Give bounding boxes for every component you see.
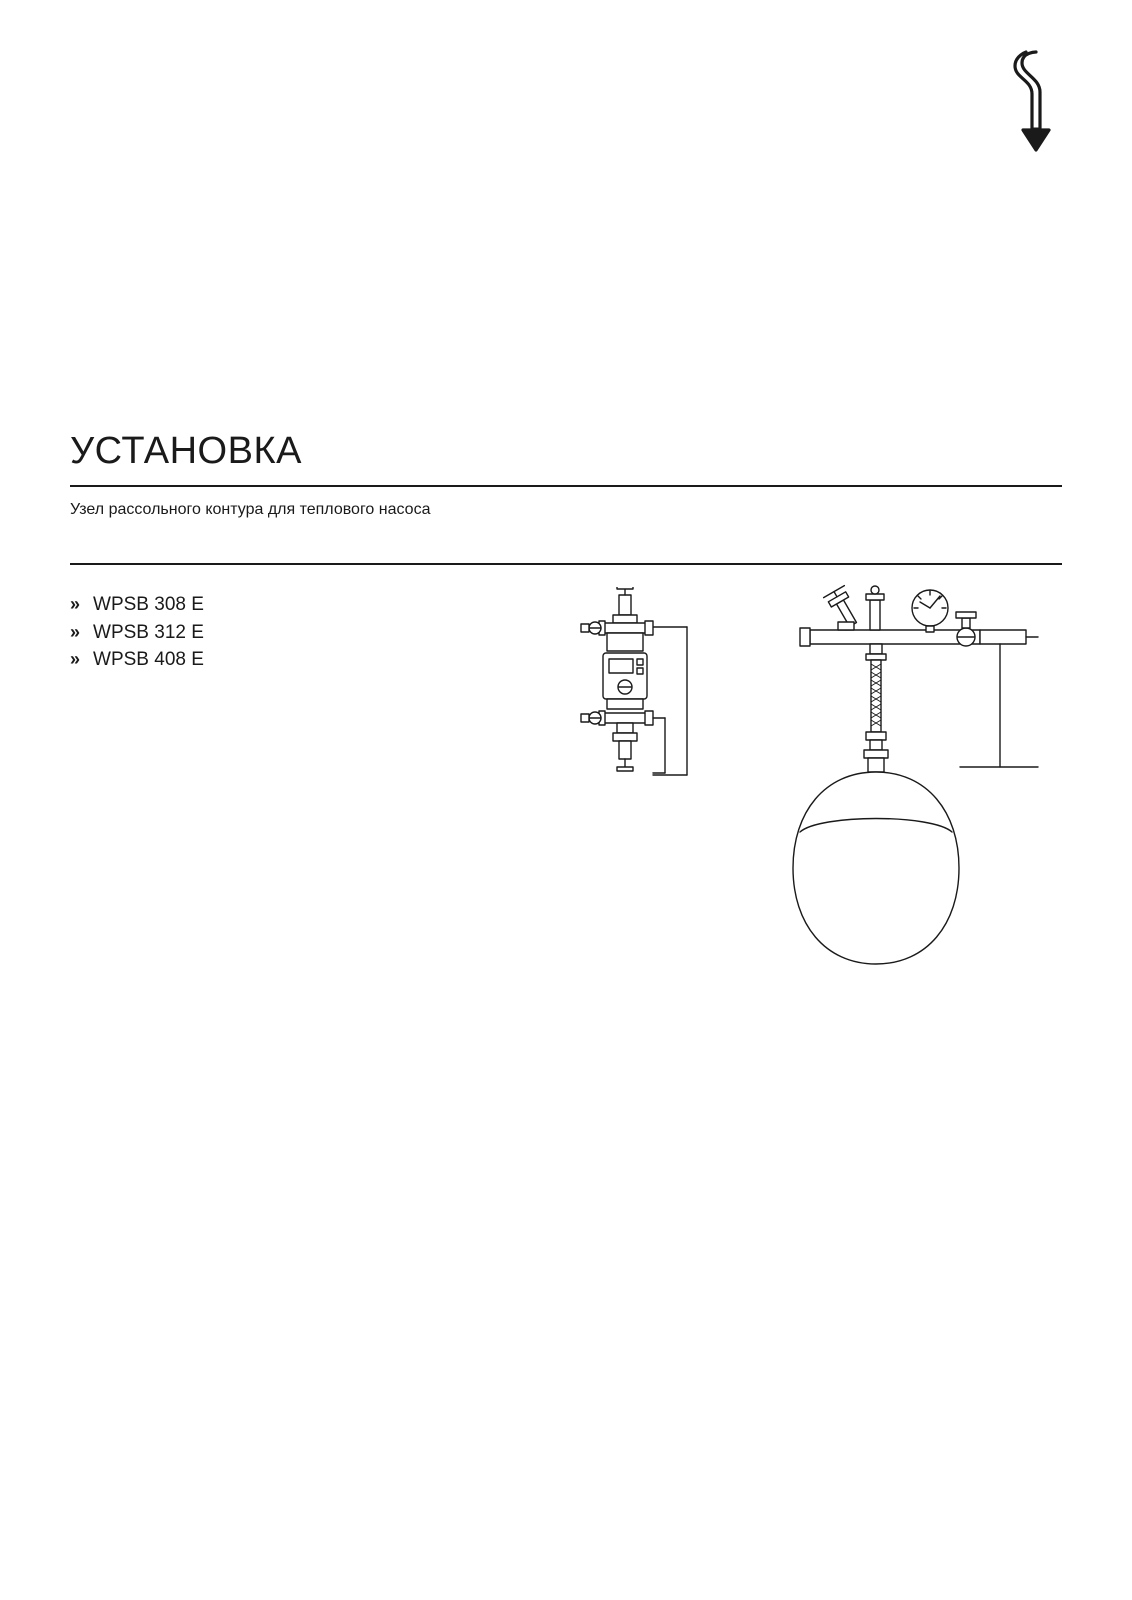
bullet-icon: » [70, 619, 80, 645]
bullet-icon: » [70, 646, 80, 672]
page-title: УСТАНОВКА [70, 430, 1062, 473]
page-root: УСТАНОВКА Узел рассольного контура для т… [0, 0, 1132, 1600]
bullet-icon: » [70, 591, 80, 617]
brand-logo [1012, 48, 1054, 154]
pump-assembly-icon [555, 587, 690, 797]
model-item: » WPSB 308 E [70, 591, 500, 619]
model-label: WPSB 408 E [93, 646, 204, 674]
model-list: » WPSB 308 E » WPSB 312 E » WPSB 408 E [70, 587, 500, 674]
diagram-area [500, 587, 1062, 987]
title-block: УСТАНОВКА Узел рассольного контура для т… [70, 430, 1062, 987]
model-item: » WPSB 408 E [70, 646, 500, 674]
expansion-vessel-assembly-icon [770, 582, 1040, 972]
model-item: » WPSB 312 E [70, 619, 500, 647]
model-label: WPSB 312 E [93, 619, 204, 647]
content-row: » WPSB 308 E » WPSB 312 E » WPSB 408 E [70, 587, 1062, 987]
rule-top [70, 485, 1062, 487]
logo-s-arrow-icon [1012, 48, 1054, 154]
rule-bottom [70, 563, 1062, 565]
page-subtitle: Узел рассольного контура для теплового н… [70, 501, 1062, 519]
model-label: WPSB 308 E [93, 591, 204, 619]
